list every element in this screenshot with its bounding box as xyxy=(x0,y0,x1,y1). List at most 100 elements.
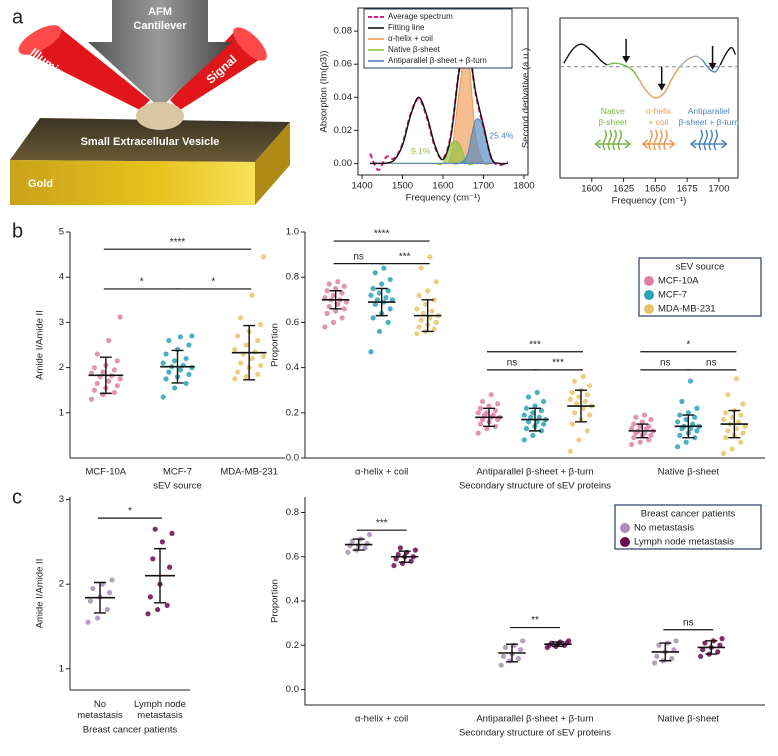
data-point xyxy=(574,401,580,407)
structure-icon xyxy=(612,129,618,151)
significance-label: * xyxy=(686,339,690,350)
data-point xyxy=(584,428,591,434)
error-bar xyxy=(329,290,342,310)
data-point xyxy=(502,644,509,651)
legend-title: Breast cancer patients xyxy=(641,509,736,520)
spectrum-line xyxy=(677,55,703,69)
panel-label: c xyxy=(12,486,22,508)
data-point xyxy=(692,435,698,441)
data-point xyxy=(698,653,704,659)
structure-icon xyxy=(703,129,709,151)
data-point xyxy=(523,405,530,411)
data-point xyxy=(523,426,530,432)
data-point xyxy=(374,297,380,303)
significance-label: ns xyxy=(660,358,671,369)
data-point xyxy=(477,421,484,427)
x-tick-label: 1800 xyxy=(513,181,534,192)
significance-label: ** xyxy=(531,615,539,626)
data-point xyxy=(648,432,654,438)
axes xyxy=(69,232,285,459)
data-point xyxy=(683,439,689,445)
error-bar xyxy=(421,299,434,333)
band-range-head xyxy=(689,139,728,149)
data-point xyxy=(183,355,189,362)
data-point xyxy=(534,389,540,396)
data-point xyxy=(385,288,391,294)
data-point xyxy=(335,301,341,307)
y-tick-label: 0.02 xyxy=(334,125,353,136)
data-point xyxy=(389,297,395,303)
data-point xyxy=(258,362,264,368)
data-point xyxy=(733,376,740,382)
error-bar xyxy=(705,640,718,655)
significance-label: *** xyxy=(399,251,411,262)
data-point xyxy=(260,254,267,260)
substrate-label: Gold xyxy=(28,178,53,190)
legend-label: Native β-sheet xyxy=(388,45,441,54)
y-tick-label: 0.6 xyxy=(286,551,299,562)
x-tick-label: 1500 xyxy=(392,181,413,192)
data-point xyxy=(381,265,387,271)
data-point xyxy=(740,401,746,407)
data-point xyxy=(343,299,349,305)
data-point xyxy=(341,283,347,289)
legend-box xyxy=(638,257,762,317)
data-point xyxy=(729,414,735,420)
data-point xyxy=(322,294,328,301)
data-point xyxy=(646,423,652,429)
data-point xyxy=(379,281,385,287)
significance-label: **** xyxy=(170,237,186,248)
legend-marker xyxy=(644,290,654,300)
data-point xyxy=(387,306,393,312)
data-point xyxy=(94,380,100,387)
x-tick-label: Antiparallel β-sheet + β-turn xyxy=(476,714,593,725)
significance-label: * xyxy=(140,277,144,288)
data-point xyxy=(690,421,696,427)
data-point xyxy=(500,653,507,659)
data-point xyxy=(654,653,660,659)
data-point xyxy=(408,558,414,564)
legend-label: MCF-7 xyxy=(658,290,687,301)
error-bar xyxy=(99,356,112,395)
y-tick-label: 4 xyxy=(59,272,64,283)
data-point xyxy=(91,387,97,393)
spectrum-line xyxy=(638,68,679,99)
data-point xyxy=(433,279,439,285)
data-point xyxy=(738,412,744,418)
x-tick-label: Lymph node metastasis xyxy=(134,699,186,721)
data-point xyxy=(429,308,435,314)
data-point xyxy=(362,545,368,551)
y-tick-label: 0.08 xyxy=(334,26,353,37)
y-tick-label: 1 xyxy=(59,407,64,418)
y-tick-label: 0.4 xyxy=(286,596,299,607)
data-point xyxy=(675,419,681,425)
data-point xyxy=(94,351,100,357)
x-tick-label: 1700 xyxy=(708,184,729,195)
vesicle-label: Small Extracellular Vesicle xyxy=(81,136,220,148)
y-axis-label: Absorption (Im(ρ3)) xyxy=(319,51,330,133)
component-share: 25.4% xyxy=(489,131,514,141)
error-bar xyxy=(552,641,564,648)
data-point xyxy=(252,349,258,355)
data-point xyxy=(715,649,721,655)
spectrum-line xyxy=(606,62,640,80)
data-point xyxy=(330,319,337,325)
data-point xyxy=(416,324,422,330)
legend-marker xyxy=(620,537,630,547)
data-point xyxy=(427,315,433,321)
data-point xyxy=(687,378,694,384)
data-point xyxy=(639,419,645,425)
legend-label: Fitting line xyxy=(388,23,425,32)
data-point xyxy=(538,407,545,414)
data-point xyxy=(111,367,118,373)
data-point xyxy=(433,319,439,325)
data-point xyxy=(536,414,542,420)
x-tick-label: Native β-sheet xyxy=(658,714,720,725)
data-point xyxy=(677,432,683,438)
data-point xyxy=(629,441,635,448)
data-point xyxy=(525,419,532,425)
data-point xyxy=(335,279,341,285)
data-point xyxy=(521,437,527,443)
data-point xyxy=(538,428,545,434)
